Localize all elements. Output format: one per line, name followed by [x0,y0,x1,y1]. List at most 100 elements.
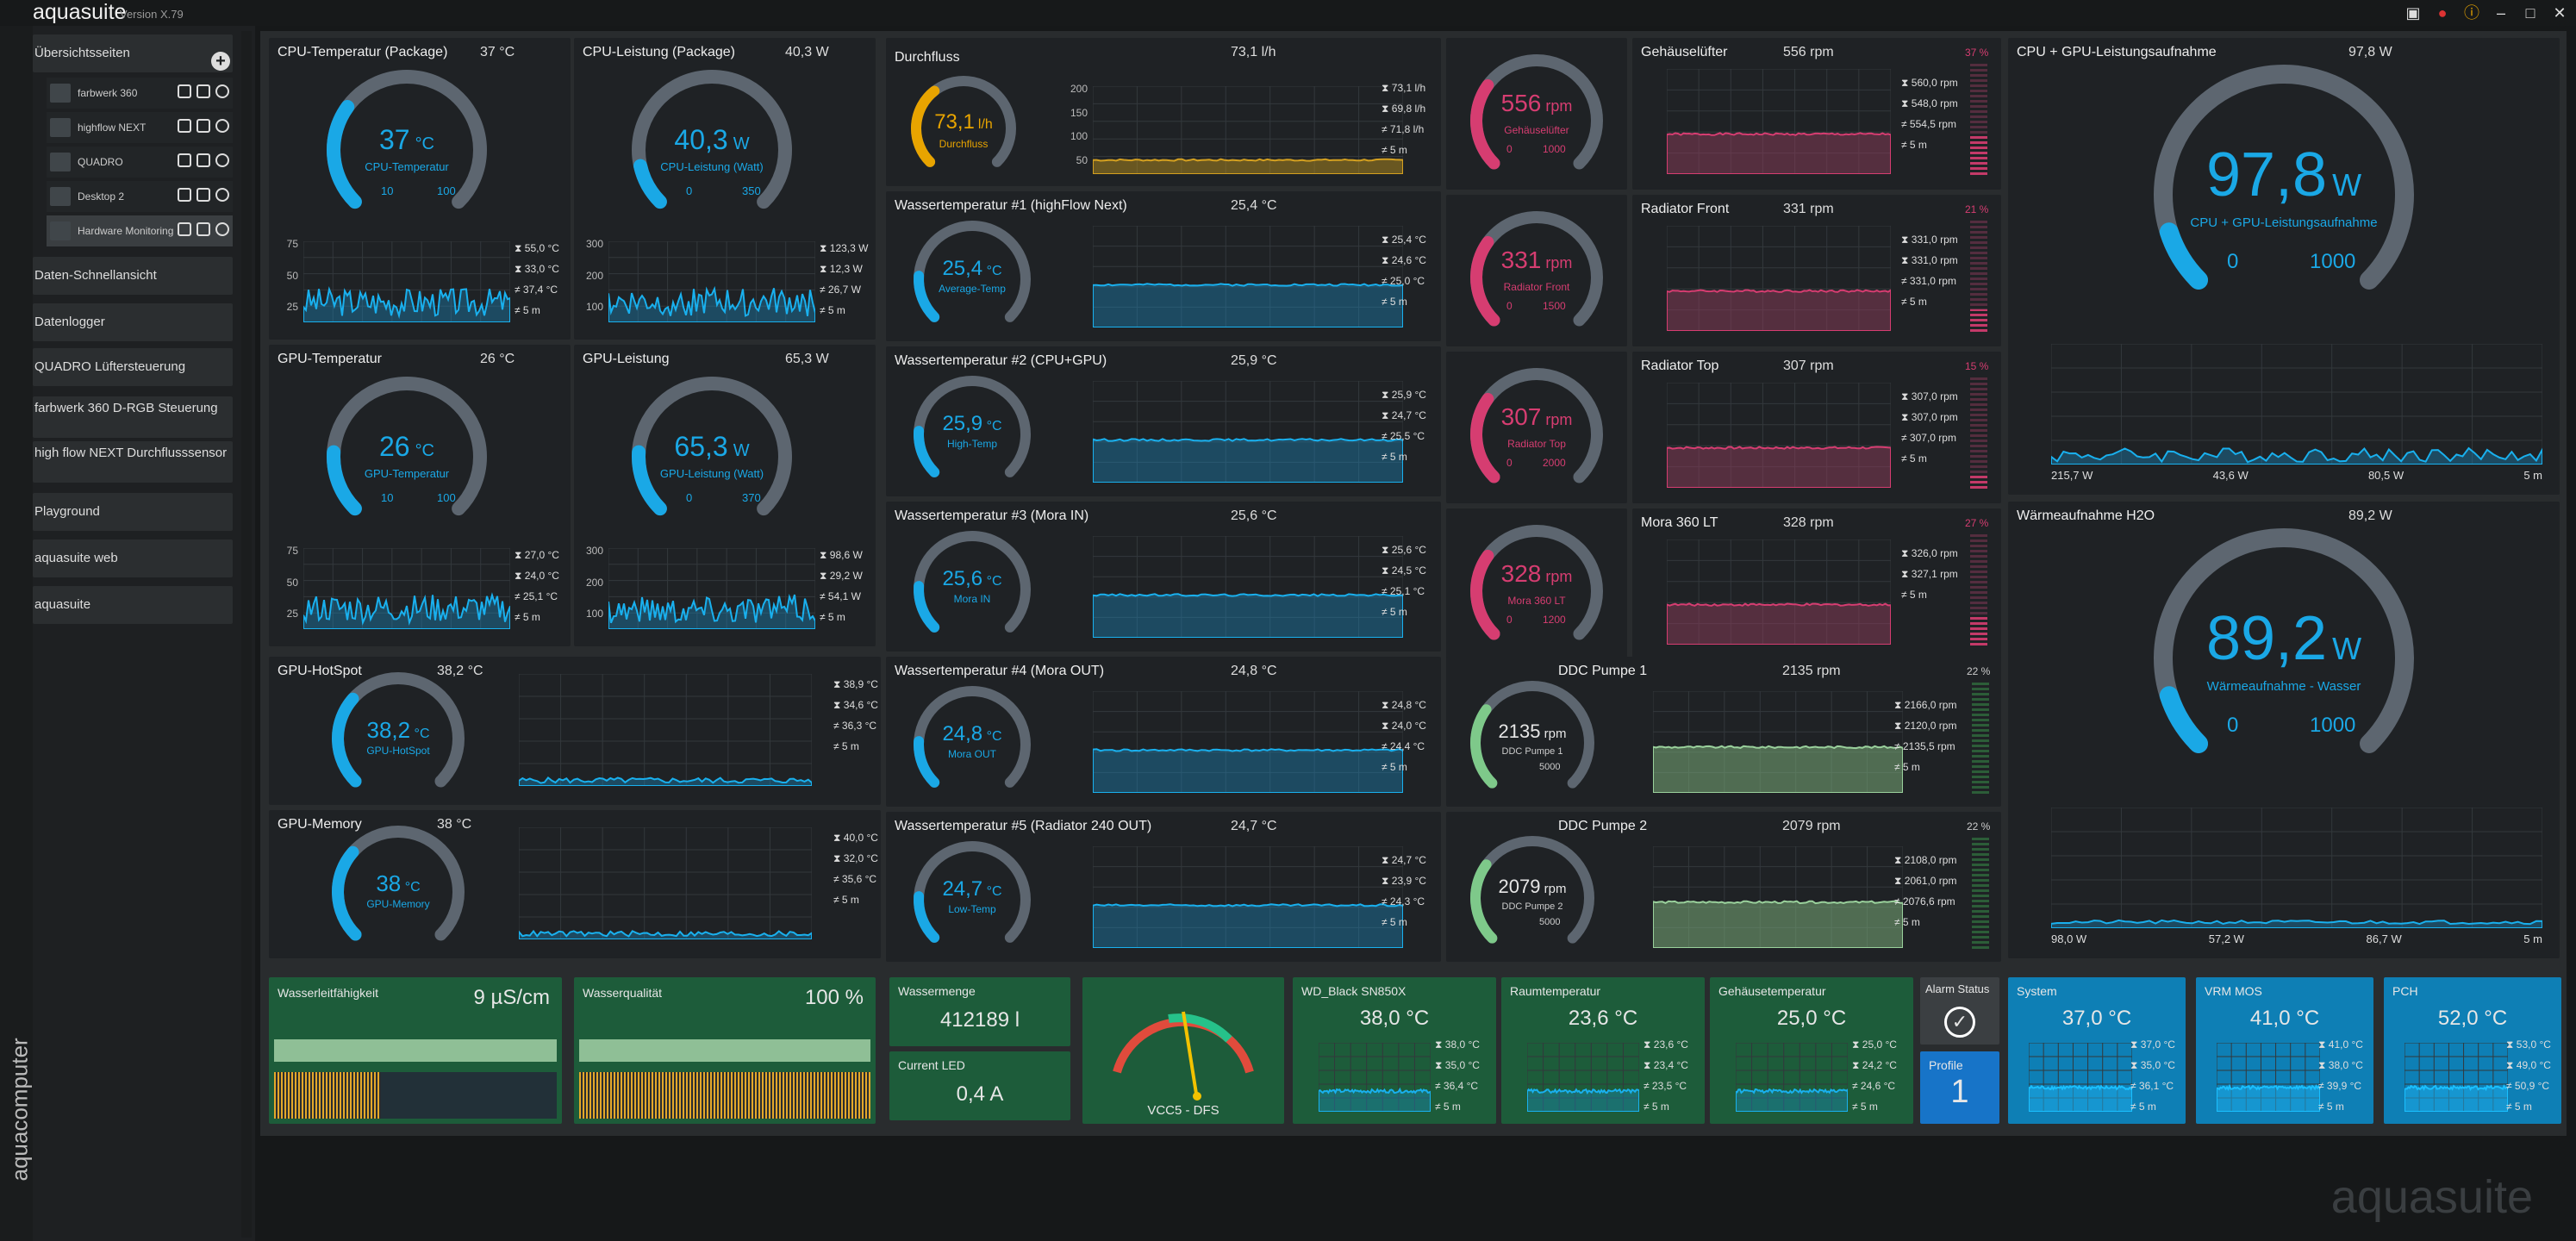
stat-value: 2135,5 rpm [1902,740,1955,752]
stat-value: 73,1 l/h [1391,82,1426,94]
panel-title: Durchfluss [895,50,960,65]
tick-label: 100 [585,301,603,314]
subpage-4[interactable]: Hardware Monitoring [47,215,233,246]
big-stats: 215,7 W 43,6 W 80,5 W 5 m [2051,469,2542,482]
gear-icon[interactable] [215,153,229,167]
sidebar-item-5[interactable]: Playground [33,493,233,531]
close-icon[interactable]: ✕ [2553,4,2567,22]
gauge-label: Radiator Front [1503,281,1570,293]
gear-icon[interactable] [215,222,229,236]
fan-gauge-panel-3: 328 rpm Mora 360 LT 0 1200 [1446,508,1627,660]
gear-icon[interactable] [215,119,229,133]
alert-icon[interactable]: ● [2437,4,2448,22]
gauge-label: Mora IN [953,593,991,605]
panel-title: Gehäuselüfter [1641,45,1728,59]
sidebar-item-6[interactable]: aquasuite web [33,539,233,577]
subpage-0[interactable]: farbwerk 360 [47,78,233,109]
info-icon[interactable]: ⓘ [2464,4,2479,22]
stat-value: 5 m [1909,452,1927,465]
monitor-icon[interactable] [178,153,191,167]
stat-value: 23,9 °C [1391,875,1426,887]
tick-label: 50 [1076,153,1088,166]
sparkline-chart [303,548,510,629]
subpage-3[interactable]: Desktop 2 [47,181,233,212]
gauge-value: 38,2 °C [366,717,430,743]
lock-icon[interactable] [196,119,210,133]
stat-value: 5 m [1909,296,1927,308]
gauge-label: DDC Pumpe 2 [1501,901,1563,912]
subpage-1[interactable]: highflow NEXT [47,112,233,143]
lock-icon[interactable] [196,188,210,202]
stat-value: 12,3 W [829,263,863,275]
gauge-arc [1470,681,1594,789]
fan-level-bar [1970,64,1987,176]
gauge-label: Durchfluss [939,138,989,150]
monitor-icon[interactable] [178,119,191,133]
lock-icon[interactable] [196,153,210,167]
stats: ⧗ 55,0 °C ⧗ 33,0 °C ≠ 37,4 °C ≠ 5 m [515,242,559,316]
monitor-icon[interactable] [178,84,191,98]
stat-value: 24,8 °C [1391,699,1426,711]
monitor-icon[interactable] [178,188,191,202]
brand-logo: aquacomputer [6,1038,33,1182]
gauge-arc [632,70,792,209]
subpage-2[interactable]: QUADRO [47,147,233,178]
gear-icon[interactable] [215,84,229,98]
sparkline-chart [2051,808,2542,928]
lock-icon[interactable] [196,222,210,236]
stat-value: 35,0 °C [1444,1059,1480,1071]
stat-value: 24,6 °C [1860,1080,1896,1092]
panel-value: 37,0 °C [2061,1007,2132,1030]
gauge-label: CPU + GPU-Leistungsaufnahme [2190,215,2378,230]
maximize-icon[interactable]: □ [2525,4,2535,22]
panel-value: 328 rpm [1783,515,1834,530]
gauge-label: Radiator Top [1507,438,1566,450]
stat-value: 26,7 W [827,284,861,296]
sys-tile-0: System 37,0 °C ⧗ 37,0 °C ⧗ 35,0 °C ≠ 36,1 °C… [2008,977,2186,1124]
stat-value: 5 m [1860,1101,1878,1113]
gear-icon[interactable] [215,188,229,202]
panel-title: GPU-Temperatur [278,352,382,366]
sidebar-item-1[interactable]: Datenlogger [33,303,233,341]
subpage-label: QUADRO [78,156,123,168]
profile-value[interactable]: 1 [1950,1074,1969,1110]
stats: ⧗ 23,6 °C ⧗ 23,4 °C ≠ 23,5 °C ≠ 5 m [1644,1038,1688,1113]
gauge-value: 24,8 °C [942,722,1002,745]
stat-value: 2108,0 rpm [1904,854,1957,866]
sparkline-chart [1093,536,1403,638]
sidebar-item-4[interactable]: high flow NEXT Durchflusssensor [33,441,233,483]
minimize-icon[interactable]: – [2496,4,2505,22]
gauge-panel-gpu-power: GPU-Leistung 65,3 W 65,3 W GPU-Leistung (Wat… [574,345,876,646]
gauge-arc [1470,368,1603,483]
panel-title: VRM MOS [2205,984,2262,998]
camera-icon[interactable]: ▣ [2405,4,2421,22]
check-icon[interactable]: ✓ [1944,1007,1975,1038]
stats: ⧗ 2108,0 rpm ⧗ 2061,0 rpm ≠ 2076,6 rpm ≠ 5 … [1894,854,1957,928]
lock-icon[interactable] [196,84,210,98]
sidebar-item-0[interactable]: Daten-Schnellansicht [33,257,233,295]
add-page-icon[interactable]: + [211,52,230,71]
stats: ⧗ 123,3 W ⧗ 12,3 W ≠ 26,7 W ≠ 5 m [820,242,869,316]
tick-label: 50 [286,576,298,589]
gauge-value: 97,8 W [2205,140,2362,209]
vcc-panel: VCC5 - DFS [1082,977,1284,1124]
gauge-value: 65,3 W [674,431,750,462]
stat-value: 80,5 W [2367,469,2404,482]
sparkline-chart [608,548,815,629]
monitor-icon[interactable] [178,222,191,236]
sidebar-item-3[interactable]: farbwerk 360 D-RGB Steuerung [33,396,233,438]
gauge-label: DDC Pumpe 1 [1501,746,1563,757]
sidebar-item-overview[interactable]: Übersichtsseiten [33,34,233,72]
sidebar-item-7[interactable]: aquasuite [33,586,233,624]
stat-value: 23,5 °C [1651,1080,1687,1092]
panel-value: 307 rpm [1783,359,1834,373]
stats: ⧗ 2166,0 rpm ⧗ 2120,0 rpm ≠ 2135,5 rpm ≠ 5 … [1894,699,1957,773]
gauge-value: 328 rpm [1500,560,1573,587]
gauge-arc [914,531,1031,633]
side-strip [0,26,33,1241]
sidebar-scrollbar[interactable] [241,31,252,1238]
stat-value: 307,0 rpm [1909,432,1956,444]
big-stats: 98,0 W 57,2 W 86,7 W 5 m [2051,932,2542,945]
sidebar-item-2[interactable]: QUADRO Lüftersteuerung [33,348,233,386]
pump-percent: 22 % [1967,665,1991,677]
